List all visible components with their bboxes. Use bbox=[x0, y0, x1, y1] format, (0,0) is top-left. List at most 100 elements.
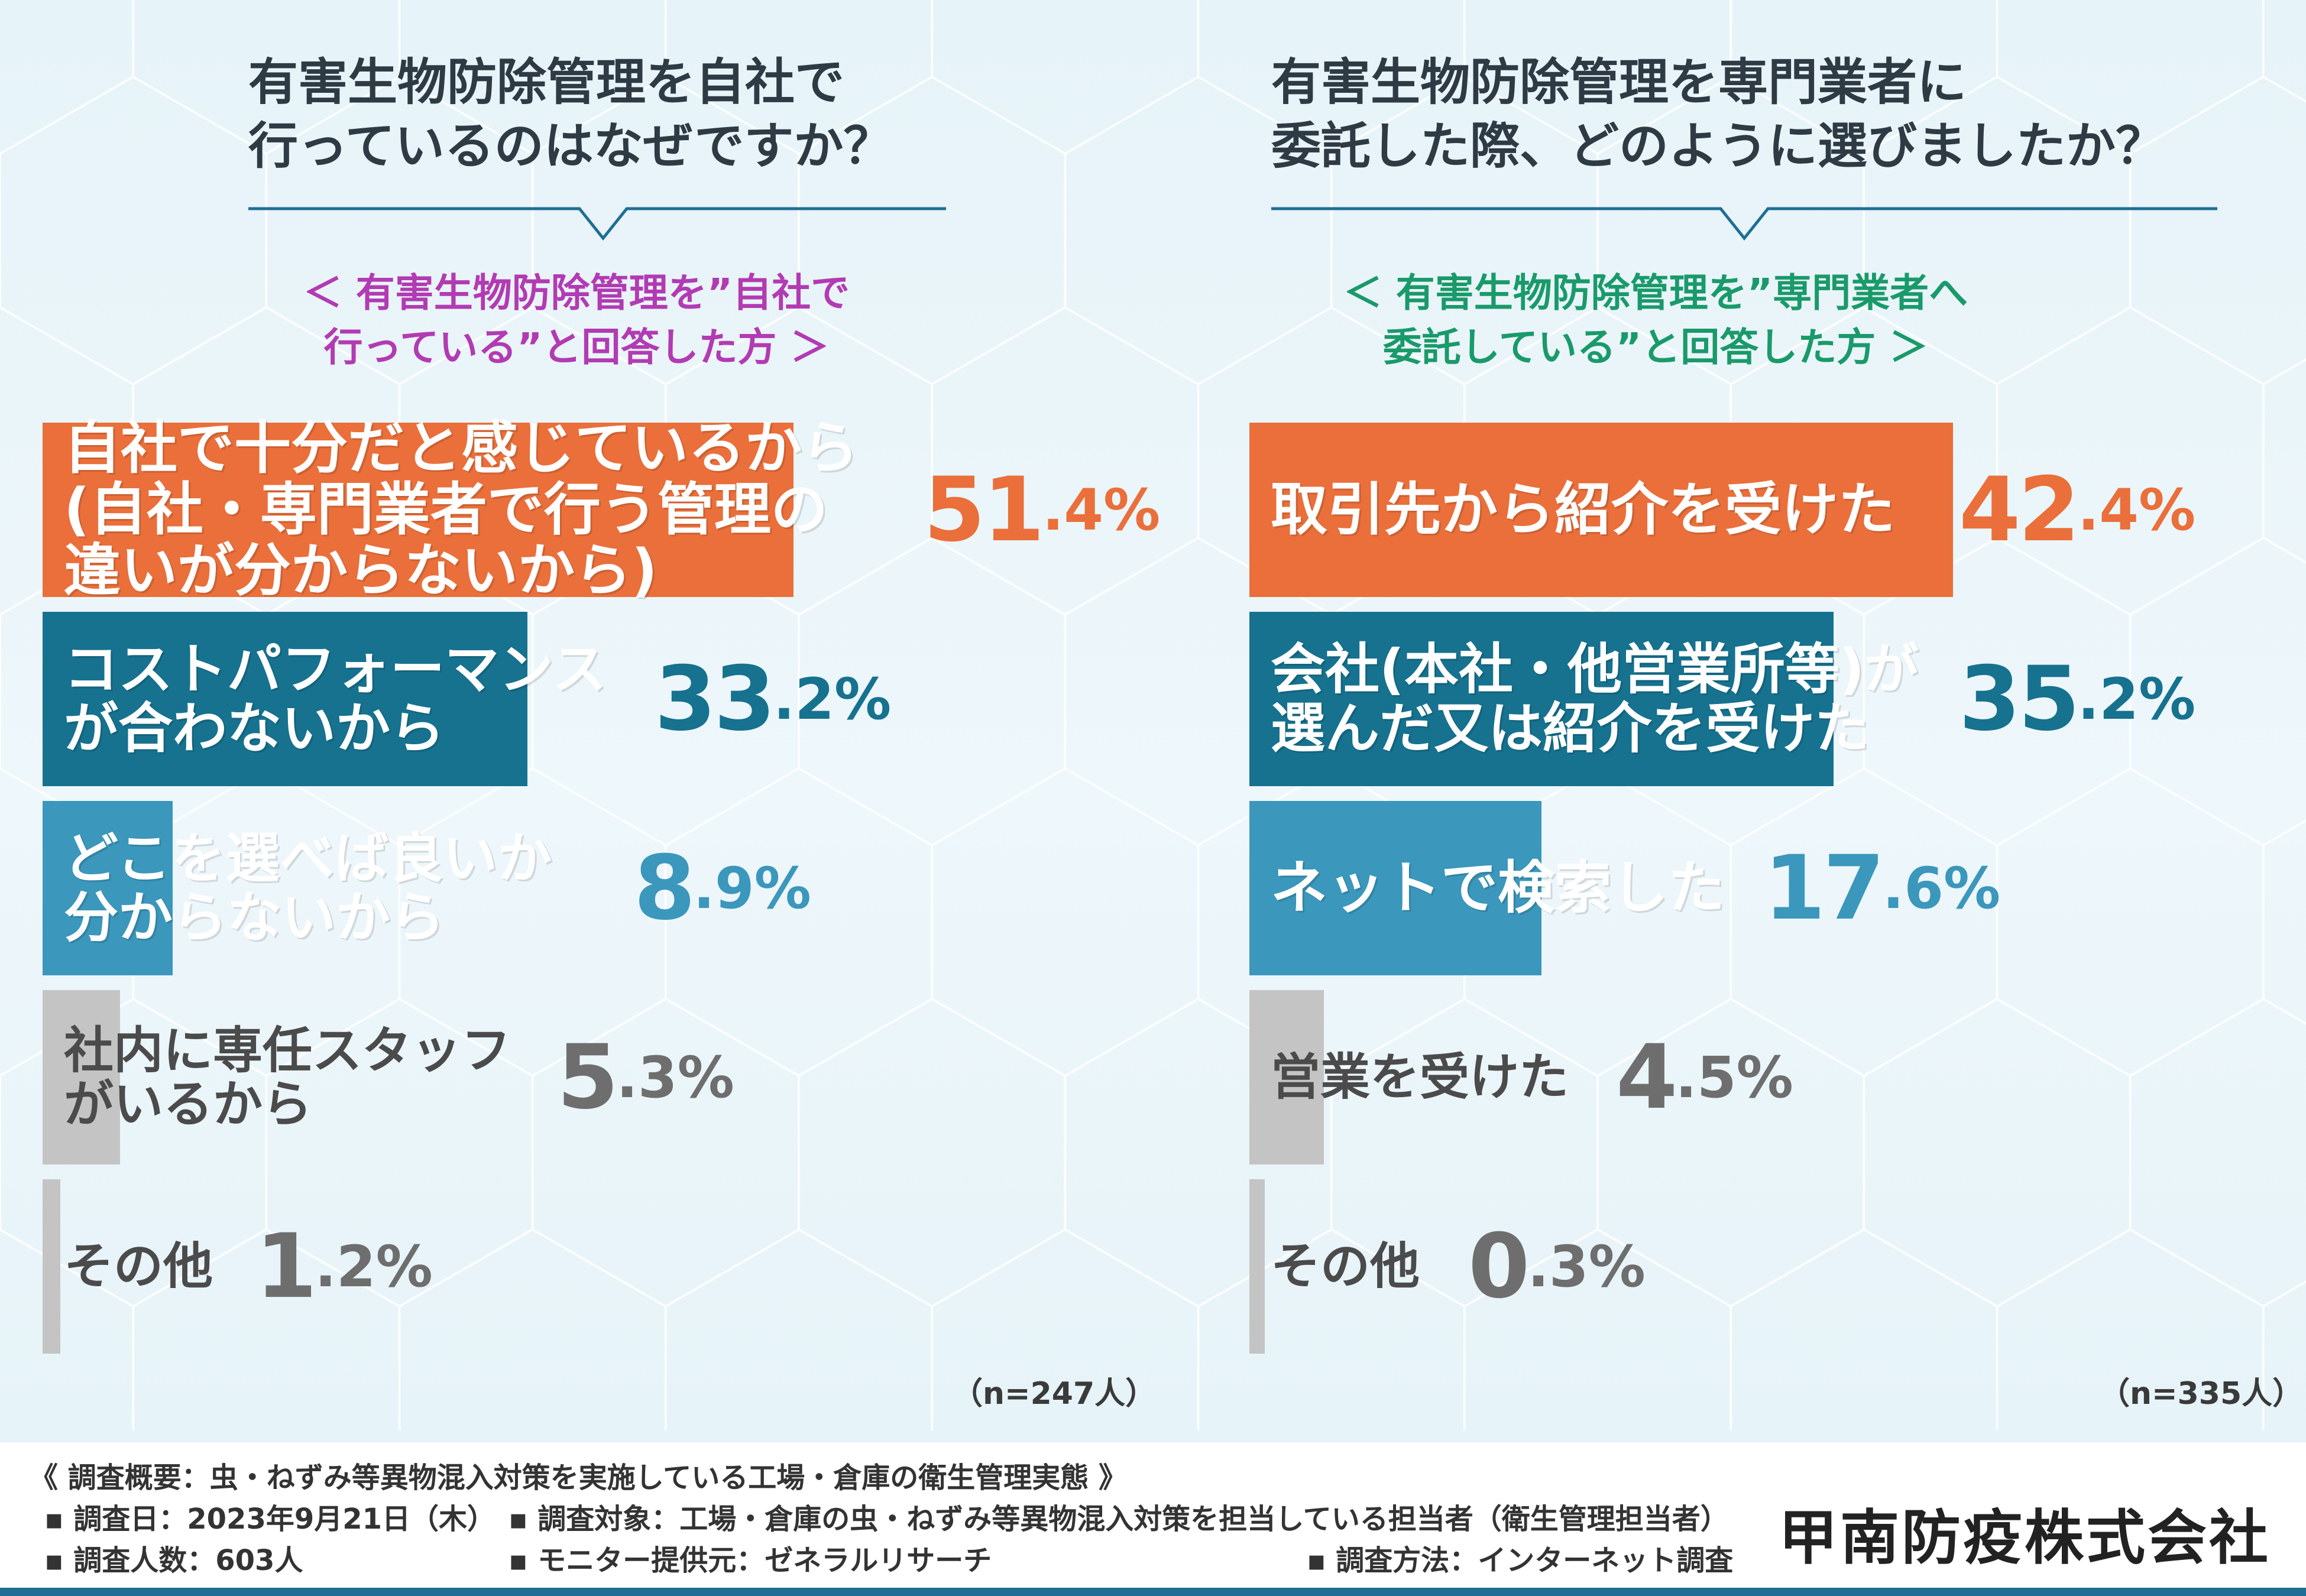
left-question-title: 有害生物防除管理を自社で 行っているのはなぜですか？ bbox=[248, 50, 1106, 178]
bar-label-line: どこを選べば良いか bbox=[64, 827, 552, 891]
bar-label-line: 会社(本社・他営業所等)が bbox=[1271, 638, 1919, 702]
bar-value-label: 35.2% bbox=[1959, 612, 2195, 786]
bar-label-line: その他 bbox=[64, 1237, 213, 1296]
left-question-line-2: 行っているのはなぜですか？ bbox=[248, 117, 893, 175]
bar-label: 社内に専任スタッフ がいるから bbox=[64, 990, 511, 1164]
bar-value-label: 8.9% bbox=[634, 801, 811, 975]
value-integer: 1 bbox=[255, 1215, 317, 1318]
survey-provider: ▪ モニター提供元：ゼネラルリサーチ bbox=[509, 1544, 992, 1577]
right-subtitle: ＜ 有害生物防除管理を”専門業者へ 委託している”と回答した方 ＞ bbox=[1153, 266, 2158, 375]
bar bbox=[1249, 423, 1953, 597]
bar bbox=[1249, 1179, 1265, 1354]
bar-label-line: がいるから bbox=[64, 1075, 313, 1133]
survey-count: ▪ 調査人数：603人 bbox=[44, 1544, 303, 1577]
bar-row: 取引先から紹介を受けた 42.4% bbox=[1249, 423, 2306, 597]
bar-label: 取引先から紹介を受けた bbox=[1271, 423, 1895, 597]
left-subtitle-line-1: ＜ 有害生物防除管理を”自社で bbox=[303, 270, 850, 316]
bar-label: 会社(本社・他営業所等)が 選んだ又は紹介を受けた bbox=[1271, 612, 1919, 786]
bar-label-line: 選んだ又は紹介を受けた bbox=[1271, 696, 1870, 760]
value-decimal: .4% bbox=[2077, 476, 2196, 543]
right-sample-size: （n=335人） bbox=[2099, 1376, 2304, 1412]
company-logo-text: 甲南防疫株式会社 bbox=[1779, 1503, 2271, 1572]
value-integer: 17 bbox=[1764, 836, 1885, 940]
right-subtitle-line-1: ＜ 有害生物防除管理を”専門業者へ bbox=[1343, 270, 1968, 316]
bar bbox=[43, 612, 528, 786]
bar-row: 自社で十分だと感じているから (自社・専門業者で行う管理の 違いが分からないから) 5… bbox=[43, 417, 1207, 601]
bar-label-line: ネットで検索した bbox=[1271, 854, 1725, 921]
bar-label: 営業を受けた bbox=[1271, 990, 1569, 1164]
bar-row: その他 0.3% bbox=[1249, 1179, 2306, 1354]
left-question-line-1: 有害生物防除管理を自社で bbox=[248, 53, 845, 111]
bar-row: コストパフォーマンス が合わないから 33.2% bbox=[43, 612, 1207, 786]
bar bbox=[43, 801, 173, 975]
bar-value-label: 42.4% bbox=[1959, 423, 2195, 597]
right-question-line-2: 委託した際、どのように選びましたか？ bbox=[1271, 117, 2166, 175]
bar-value-label: 5.3% bbox=[557, 990, 734, 1164]
value-decimal: .2% bbox=[2077, 666, 2196, 732]
bar-label: 自社で十分だと感じているから (自社・専門業者で行う管理の 違いが分からないから) bbox=[64, 417, 859, 601]
bar bbox=[43, 990, 120, 1164]
bar-row: その他 1.2% bbox=[43, 1179, 1207, 1354]
bar-label-line: 営業を受けた bbox=[1271, 1048, 1569, 1107]
bar-label: その他 bbox=[64, 1179, 213, 1354]
value-decimal: .5% bbox=[1675, 1044, 1793, 1111]
right-question-title: 有害生物防除管理を専門業者に 委託した際、どのように選びましたか？ bbox=[1271, 50, 2276, 178]
bar-label-line: 違いが分からないから) bbox=[64, 537, 658, 604]
value-integer: 5 bbox=[557, 1026, 618, 1129]
bar-value-label: 4.5% bbox=[1616, 990, 1793, 1164]
bar-label-line: コストパフォーマンス bbox=[64, 638, 607, 702]
bar-row: 会社(本社・他営業所等)が 選んだ又は紹介を受けた 35.2% bbox=[1249, 612, 2306, 786]
value-integer: 8 bbox=[634, 836, 695, 940]
bar bbox=[1249, 612, 1834, 786]
value-integer: 4 bbox=[1616, 1026, 1677, 1129]
bar-row: ネットで検索した 17.6% bbox=[1249, 801, 2306, 975]
bar-row: 社内に専任スタッフ がいるから 5.3% bbox=[43, 990, 1207, 1164]
bar bbox=[43, 423, 794, 597]
bar-label: ネットで検索した bbox=[1271, 801, 1725, 975]
footer-accent-line bbox=[0, 1588, 2306, 1596]
bar bbox=[1249, 990, 1324, 1164]
value-decimal: .4% bbox=[1042, 476, 1161, 543]
bar-label-line: 取引先から紹介を受けた bbox=[1271, 476, 1895, 543]
right-subtitle-line-2: 委託している”と回答した方 ＞ bbox=[1382, 325, 1929, 370]
value-decimal: .3% bbox=[616, 1044, 734, 1111]
value-integer: 42 bbox=[1959, 458, 2080, 562]
left-panel: 有害生物防除管理を自社で 行っているのはなぜですか？ ＜ 有害生物防除管理を”自… bbox=[0, 0, 1160, 1430]
value-integer: 0 bbox=[1468, 1215, 1530, 1318]
bar-label-line: (自社・専門業者で行う管理の bbox=[64, 476, 828, 543]
bar-label: どこを選べば良いか 分からないから bbox=[64, 801, 552, 975]
bar-label-line: が合わないから bbox=[64, 696, 445, 760]
value-decimal: .3% bbox=[1527, 1233, 1646, 1300]
right-panel: 有害生物防除管理を専門業者に 委託した際、どのように選びましたか？ ＜ 有害生物… bbox=[1153, 0, 2306, 1430]
bar-value-label: 51.4% bbox=[924, 423, 1160, 597]
survey-date: ▪ 調査日：2023年9月21日（木） bbox=[44, 1503, 496, 1536]
bar-row: どこを選べば良いか 分からないから 8.9% bbox=[43, 801, 1207, 975]
bar-label-line: 自社で十分だと感じているから bbox=[64, 414, 859, 481]
bar-label-line: 分からないから bbox=[64, 885, 445, 949]
bar bbox=[43, 1179, 60, 1354]
value-decimal: .6% bbox=[1882, 855, 2001, 922]
bar-label: コストパフォーマンス が合わないから bbox=[64, 612, 607, 786]
left-sample-size: （n=247人） bbox=[952, 1376, 1157, 1412]
bar-value-label: 0.3% bbox=[1468, 1179, 1646, 1354]
value-integer: 33 bbox=[655, 647, 776, 751]
left-subtitle-line-2: 行っている”と回答した方 ＞ bbox=[323, 325, 830, 370]
value-integer: 35 bbox=[1959, 647, 2080, 751]
value-integer: 51 bbox=[924, 458, 1045, 562]
survey-summary: 《 調査概要：虫・ねずみ等異物混入対策を実施している工場・倉庫の衛生管理実態 》 bbox=[30, 1461, 1127, 1494]
bar-label-line: 社内に専任スタッフ bbox=[64, 1021, 511, 1079]
bar bbox=[1249, 801, 1541, 975]
value-decimal: .2% bbox=[315, 1233, 433, 1300]
bar-value-label: 33.2% bbox=[655, 612, 891, 786]
bar-label: その他 bbox=[1271, 1179, 1420, 1354]
hexagon-background bbox=[0, 0, 2306, 1430]
left-subtitle: ＜ 有害生物防除管理を”自社で 行っている”と回答した方 ＞ bbox=[0, 266, 1153, 375]
survey-method: ▪ 調査方法：インターネット調査 bbox=[1307, 1544, 1734, 1577]
left-divider-pointer bbox=[248, 207, 946, 241]
survey-target: ▪ 調査対象：工場・倉庫の虫・ねずみ等異物混入対策を担当している担当者（衛生管理… bbox=[509, 1503, 1729, 1536]
bar-row: 営業を受けた 4.5% bbox=[1249, 990, 2306, 1164]
bar-value-label: 17.6% bbox=[1764, 801, 2000, 975]
survey-footer: 《 調査概要：虫・ねずみ等異物混入対策を実施している工場・倉庫の衛生管理実態 》… bbox=[0, 1442, 2306, 1596]
value-decimal: .9% bbox=[693, 855, 811, 922]
right-question-line-1: 有害生物防除管理を専門業者に bbox=[1271, 53, 1967, 111]
